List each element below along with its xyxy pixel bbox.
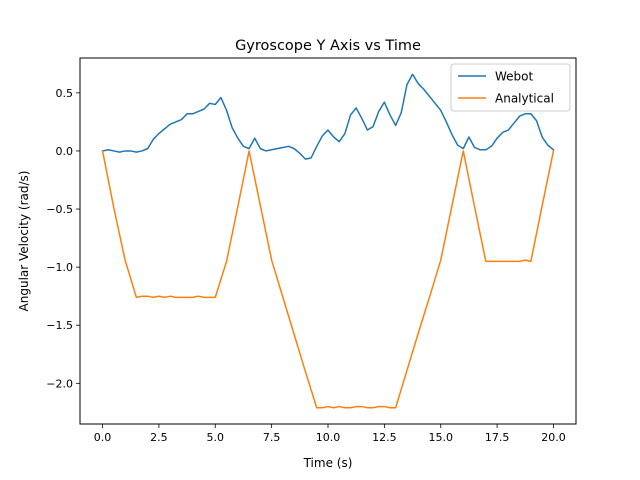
y-tick-label: −2.0 bbox=[46, 377, 73, 390]
y-tick-label: −1.0 bbox=[46, 261, 73, 274]
y-axis: −2.0 −1.5 −1.0 −0.5 0.0 0.5 bbox=[46, 87, 80, 390]
series-line-analytical bbox=[101, 150, 555, 409]
y-tick-label: −1.5 bbox=[46, 319, 73, 332]
legend-label-analytical: Analytical bbox=[495, 92, 554, 106]
x-tick-label: 0.0 bbox=[94, 431, 112, 444]
y-tick-label: −0.5 bbox=[46, 203, 73, 216]
x-tick-label: 20.0 bbox=[541, 431, 566, 444]
legend-label-webot: Webot bbox=[495, 70, 534, 84]
chart-title: Gyroscope Y Axis vs Time bbox=[235, 38, 421, 54]
legend: Webot Analytical bbox=[450, 63, 571, 112]
y-tick-label: 0.5 bbox=[56, 87, 74, 100]
x-tick-label: 2.5 bbox=[150, 431, 168, 444]
x-tick-label: 7.5 bbox=[263, 431, 281, 444]
x-tick-label: 15.0 bbox=[428, 431, 453, 444]
series-line-webot bbox=[101, 73, 555, 160]
series-layer bbox=[101, 73, 555, 409]
x-tick-label: 17.5 bbox=[485, 431, 510, 444]
x-axis: 0.0 2.5 5.0 7.5 10.0 12.5 15.0 17.5 20.0 bbox=[94, 424, 566, 444]
x-tick-label: 10.0 bbox=[316, 431, 341, 444]
x-axis-label: Time (s) bbox=[303, 456, 353, 470]
y-axis-label: Angular Velocity (rad/s) bbox=[17, 171, 31, 312]
x-tick-label: 5.0 bbox=[207, 431, 225, 444]
y-tick-label: 0.0 bbox=[56, 145, 74, 158]
x-tick-label: 12.5 bbox=[372, 431, 397, 444]
